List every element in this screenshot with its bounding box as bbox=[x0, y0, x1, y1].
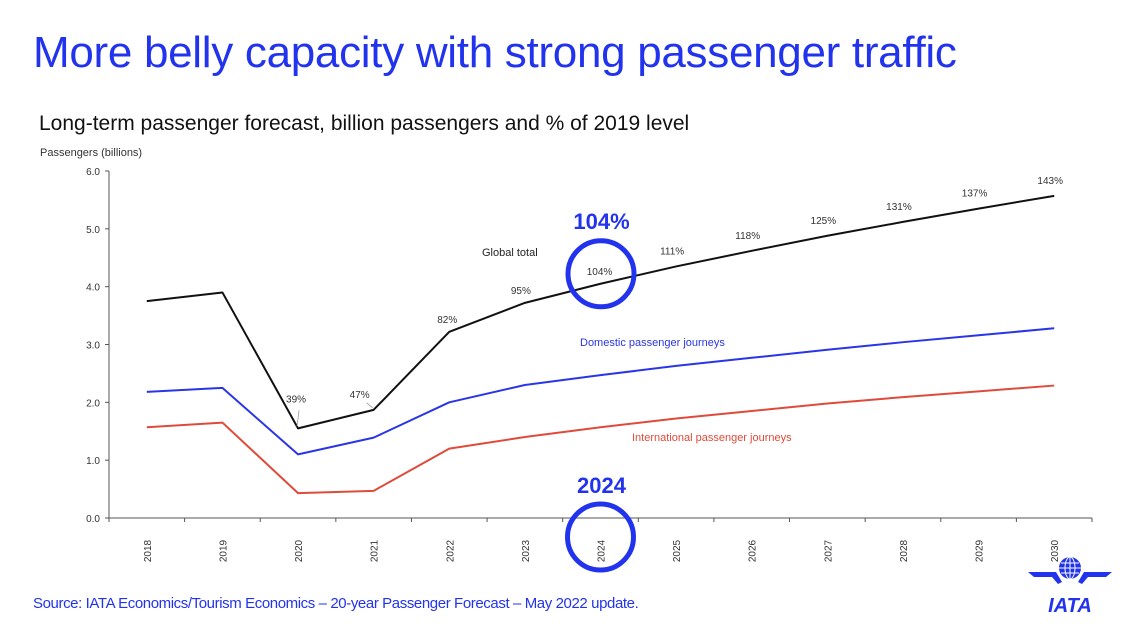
annotation-leader bbox=[366, 402, 373, 409]
y-axis-label: Passengers (billions) bbox=[40, 147, 142, 159]
x-tick-label: 2026 bbox=[748, 539, 759, 562]
y-tick-label: 5.0 bbox=[86, 225, 100, 236]
percent-annotation: 131% bbox=[886, 202, 912, 213]
x-tick-label: 2020 bbox=[294, 539, 305, 562]
x-tick-label: 2029 bbox=[975, 539, 986, 562]
iata-logo-text: IATA bbox=[1048, 595, 1092, 615]
highlight-year-label: 2024 bbox=[577, 473, 627, 498]
series-label: Domestic passenger journeys bbox=[580, 337, 725, 349]
percent-annotation: 82% bbox=[437, 315, 457, 326]
chart-subtitle: Long-term passenger forecast, billion pa… bbox=[39, 112, 690, 135]
highlight-circle-year bbox=[565, 501, 636, 573]
x-tick-label: 2022 bbox=[445, 539, 456, 562]
percent-annotation: 104% bbox=[587, 267, 613, 278]
x-tick-label: 2025 bbox=[672, 539, 683, 562]
axes: 0.0 1.0 2.0 3.0 4.0 5.0 6.0 2018 2019 2020 2021 202… bbox=[86, 167, 1093, 562]
x-tick-label: 2030 bbox=[1050, 539, 1061, 562]
percent-annotations: 39% 47% 82% 95% 104% 111% 118% 125% 131% 137% 143% bbox=[286, 176, 1063, 427]
highlight-2024: 104% 2024 bbox=[565, 209, 637, 573]
highlight-value-label: 104% bbox=[573, 209, 629, 234]
slide-title: More belly capacity with strong passenge… bbox=[33, 28, 957, 77]
percent-annotation: 143% bbox=[1037, 176, 1063, 187]
source-note: Source: IATA Economics/Tourism Economics… bbox=[33, 595, 639, 612]
percent-annotation: 39% bbox=[286, 394, 306, 405]
x-tick-label: 2028 bbox=[899, 539, 910, 562]
series-label: International passenger journeys bbox=[632, 432, 792, 444]
x-tick-label: 2018 bbox=[143, 539, 154, 562]
x-tick-label: 2027 bbox=[823, 539, 834, 562]
y-tick-label: 3.0 bbox=[86, 341, 100, 352]
percent-annotation: 95% bbox=[511, 286, 531, 297]
percent-annotation: 137% bbox=[962, 189, 988, 200]
percent-annotation: 125% bbox=[811, 216, 837, 227]
y-tick-label: 0.0 bbox=[86, 514, 100, 525]
x-tick-label: 2023 bbox=[521, 539, 532, 562]
annotation-leader bbox=[296, 410, 300, 427]
x-tick-label: 2019 bbox=[218, 539, 229, 562]
globe-icon bbox=[1059, 556, 1081, 580]
percent-annotation: 47% bbox=[350, 390, 370, 401]
x-tick-label: 2024 bbox=[597, 539, 608, 562]
y-tick-label: 1.0 bbox=[86, 456, 100, 467]
x-tick-label: 2021 bbox=[370, 539, 381, 562]
series-label: Global total bbox=[482, 247, 538, 259]
y-tick-label: 6.0 bbox=[86, 167, 100, 178]
iata-logo: IATA bbox=[1028, 556, 1112, 615]
y-tick-label: 4.0 bbox=[86, 283, 100, 294]
wings-icon bbox=[1028, 572, 1112, 584]
y-tick-label: 2.0 bbox=[86, 398, 100, 409]
highlight-circle-value bbox=[565, 238, 637, 310]
series-lines bbox=[146, 194, 1055, 495]
series-labels: Global total Domestic passenger journeys I… bbox=[482, 247, 792, 444]
percent-annotation: 118% bbox=[735, 231, 760, 242]
percent-annotation: 111% bbox=[660, 246, 684, 257]
